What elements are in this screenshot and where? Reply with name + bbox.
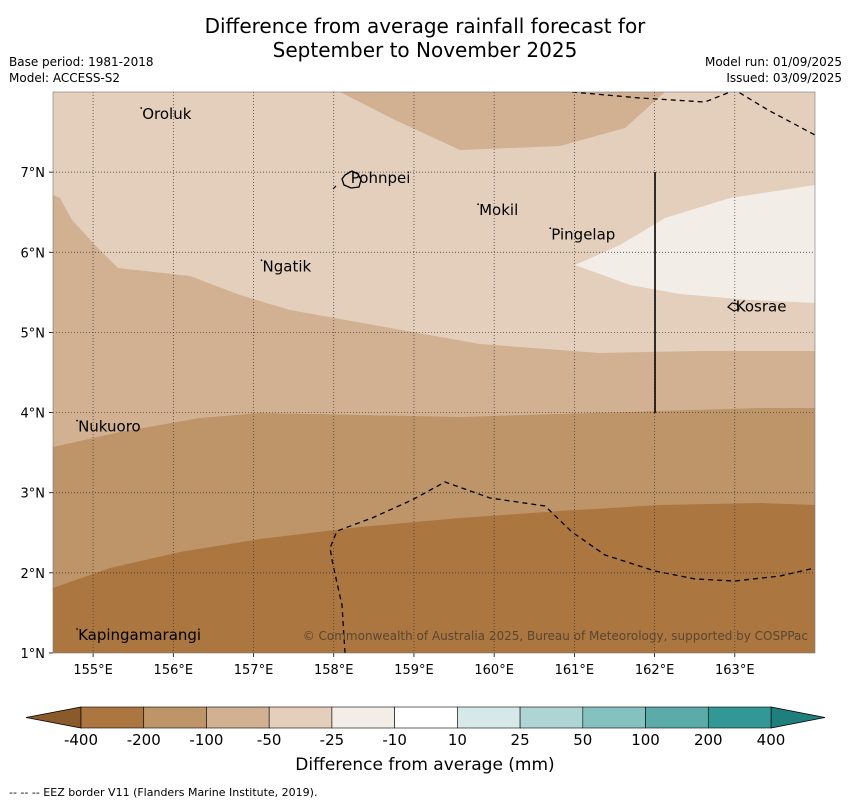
colorbar-segment <box>143 706 207 729</box>
lon-tick-label: 159°E <box>394 663 434 678</box>
band-minus-25-east <box>575 185 815 303</box>
place-marker <box>549 227 552 230</box>
colorbar-segment <box>582 706 646 729</box>
colorbar-label: 400 <box>757 731 786 749</box>
colorbar-label: 25 <box>511 731 530 749</box>
place-label: Mokil <box>479 201 518 219</box>
place-marker <box>76 419 78 422</box>
lat-tick-label: 5°N <box>21 326 46 341</box>
colorbar-over-arrow <box>770 706 826 729</box>
place-label: Kapingamarangi <box>78 626 201 644</box>
place-label: Pingelap <box>551 225 615 243</box>
place-label: Nukuoro <box>78 418 141 436</box>
place-label: Pohnpei <box>351 169 411 187</box>
colorbar-title: Difference from average (mm) <box>295 755 555 775</box>
lon-tick-label: 156°E <box>154 663 194 678</box>
base-period-text: Base period: 1981-2018 <box>9 55 154 69</box>
colorbar-label: -100 <box>189 731 223 749</box>
lon-tick-label: 157°E <box>234 663 274 678</box>
colorbar-label: -10 <box>382 731 407 749</box>
meta-right: Model run: 01/09/2025 Issued: 03/09/2025 <box>705 54 842 86</box>
colorbar-segment <box>268 706 333 729</box>
colorbar-label: -200 <box>127 731 161 749</box>
colorbar-label: -25 <box>320 731 345 749</box>
title-line-1: Difference from average rainfall forecas… <box>204 14 646 38</box>
lon-tick-label: 155°E <box>73 663 113 678</box>
eez-borders <box>329 92 815 653</box>
pohnpei-islet <box>332 185 337 190</box>
place-marker <box>348 171 351 174</box>
place-labels: Oroluk Pohnpei Mokil Pingelap Ngatik Kosrae Nu… <box>76 105 786 644</box>
lat-tick-label: 7°N <box>21 166 46 181</box>
colorbar-label: -400 <box>64 731 98 749</box>
colorbar-segment <box>519 706 584 729</box>
model-text: Model: ACCESS-S2 <box>9 71 121 85</box>
copyright-text: © Commonwealth of Australia 2025, Bureau… <box>303 629 808 643</box>
colorbar-segment <box>394 706 458 729</box>
colorbar-label: 10 <box>448 731 467 749</box>
place-marker <box>733 299 736 302</box>
chart-title: Difference from average rainfall forecas… <box>0 14 850 62</box>
lon-tick-label: 162°E <box>635 663 675 678</box>
pohnpei-island-outline <box>341 170 362 189</box>
place-marker <box>140 107 143 109</box>
map-fill-layer <box>53 92 815 653</box>
eez-footnote: -- -- -- EEZ border V11 (Flanders Marine… <box>9 786 318 799</box>
colorbar-label: 100 <box>631 731 660 749</box>
lon-tick-label: 160°E <box>474 663 514 678</box>
place-marker <box>76 628 78 630</box>
colorbar-segment <box>331 706 395 729</box>
meta-left: Base period: 1981-2018 Model: ACCESS-S2 <box>9 54 154 86</box>
colorbar-label: 200 <box>694 731 723 749</box>
eez-border-north <box>571 92 815 136</box>
gridlines <box>53 92 815 653</box>
map-frame <box>52 91 816 654</box>
colorbar-label: 50 <box>573 731 592 749</box>
colorbar-segment <box>457 706 521 729</box>
latitude-labels: 1°N 2°N 3°N 4°N 5°N 6°N 7°N <box>21 166 46 662</box>
lat-tick-label: 1°N <box>21 647 46 662</box>
place-label: Kosrae <box>736 297 787 315</box>
place-marker <box>477 203 480 206</box>
lon-tick-label: 158°E <box>314 663 354 678</box>
place-label: Ngatik <box>263 257 312 275</box>
lon-tick-label: 161°E <box>555 663 595 678</box>
title-line-2: September to November 2025 <box>272 38 578 62</box>
kosrae-island-outline <box>727 302 740 312</box>
eez-border-south <box>329 481 815 653</box>
colorbar: -400 -200 -100 -50 -25 -10 10 25 50 100 200 400 <box>25 706 826 749</box>
lon-tick-label: 163°E <box>715 663 755 678</box>
issued-text: Issued: 03/09/2025 <box>726 71 842 85</box>
colorbar-segment <box>206 706 270 729</box>
band-minus-100-top <box>340 92 665 150</box>
lat-tick-label: 4°N <box>21 407 46 422</box>
colorbar-segment <box>707 706 772 729</box>
model-run-text: Model run: 01/09/2025 <box>704 55 842 69</box>
place-marker <box>260 259 263 262</box>
lat-tick-label: 6°N <box>21 246 46 261</box>
lat-tick-label: 3°N <box>21 487 46 502</box>
lat-tick-label: 2°N <box>21 567 46 582</box>
colorbar-segment <box>80 706 145 729</box>
colorbar-under-arrow <box>25 706 82 729</box>
band-minus-400 <box>53 503 815 653</box>
colorbar-segment <box>645 706 709 729</box>
axis-ticks <box>49 171 736 657</box>
longitude-labels: 155°E 156°E 157°E 158°E 159°E 160°E 161°E 162°E… <box>73 663 754 678</box>
place-label: Oroluk <box>142 105 191 123</box>
colorbar-label: -50 <box>257 731 282 749</box>
